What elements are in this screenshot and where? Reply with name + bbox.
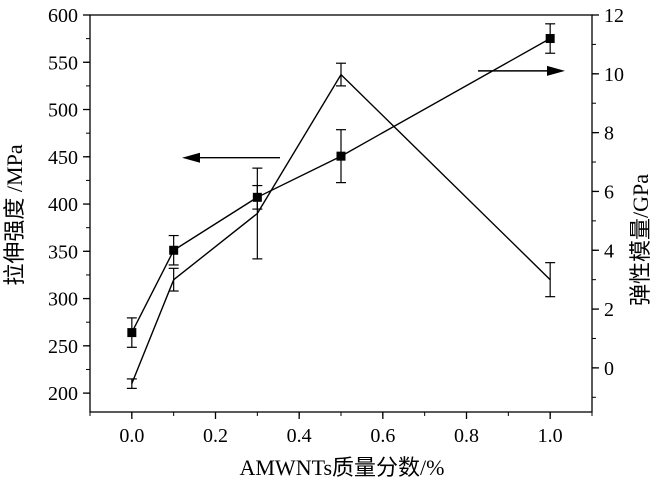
y-right-tick-label: 2 <box>604 299 614 321</box>
x-axis-label: AMWNTs质量分数/% <box>239 455 444 480</box>
y-left-tick-label: 200 <box>48 383 78 405</box>
y-left-tick-label: 400 <box>48 194 78 216</box>
x-tick-label: 1.0 <box>538 425 563 447</box>
x-tick-label: 0.2 <box>203 425 228 447</box>
y-right-tick-label: 0 <box>604 358 614 380</box>
y-right-tick-label: 8 <box>604 123 614 145</box>
y-left-tick-label: 500 <box>48 100 78 122</box>
y-right-tick-label: 4 <box>604 240 614 262</box>
y-left-tick-label: 300 <box>48 289 78 311</box>
x-tick-label: 0.8 <box>454 425 479 447</box>
x-tick-label: 0.4 <box>287 425 312 447</box>
y-right-tick-label: 12 <box>604 5 624 27</box>
y-left-tick-label: 250 <box>48 336 78 358</box>
series-layer <box>126 23 556 389</box>
series-2-point <box>545 34 555 44</box>
annotation-arrows <box>182 65 565 163</box>
series-2-point <box>252 192 262 202</box>
y-left-tick-label: 450 <box>48 147 78 169</box>
arrow-head <box>182 152 200 163</box>
series-2-point <box>127 328 137 338</box>
y-axis-right-label: 弹性模量/GPa <box>628 174 653 306</box>
series-2-point <box>169 245 179 255</box>
arrow-head <box>547 65 565 76</box>
y-left-tick-label: 600 <box>48 5 78 27</box>
y-right-tick-label: 10 <box>604 64 624 86</box>
series-1-line <box>131 73 551 384</box>
x-tick-label: 0.0 <box>119 425 144 447</box>
y-left-tick-label: 350 <box>48 241 78 263</box>
y-axis-left-label: 拉伸强度 /MPa <box>2 144 27 285</box>
y-right-tick-label: 6 <box>604 181 614 203</box>
x-tick-label: 0.6 <box>370 425 395 447</box>
y-left-tick-label: 550 <box>48 52 78 74</box>
axis-ticks: 0.0 0.2 0.4 0.6 0.8 1.0 200 250 300 350 400 450 500 5… <box>48 5 624 447</box>
series-2-point <box>336 151 346 161</box>
